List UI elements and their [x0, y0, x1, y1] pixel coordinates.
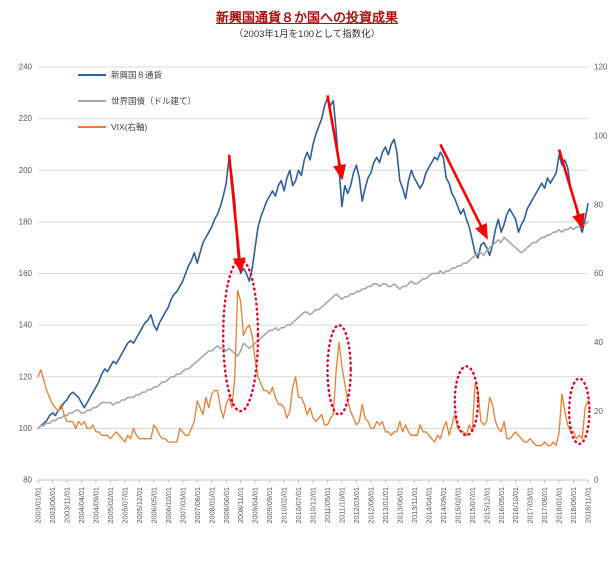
svg-text:2018/01/01: 2018/01/01 [555, 487, 564, 524]
svg-text:2016/05/01: 2016/05/01 [497, 487, 506, 524]
svg-text:200: 200 [19, 166, 33, 175]
svg-text:2012/03/01: 2012/03/01 [352, 487, 361, 524]
svg-text:2017/08/01: 2017/08/01 [540, 487, 549, 524]
decline-arrows [227, 95, 585, 274]
svg-text:2009/04/01: 2009/04/01 [251, 487, 260, 524]
series-em8-line [37, 97, 589, 430]
series-world-bonds-line [37, 221, 589, 430]
svg-text:2004/09/01: 2004/09/01 [92, 487, 101, 524]
x-axis-labels: 2003/01/01 2003/06/01 2003/11/01 2004/04/01… [34, 480, 593, 524]
y-axis-right-labels: 0 20 40 60 80 100 120 [594, 63, 608, 485]
svg-text:2006/10/01: 2006/10/01 [164, 487, 173, 524]
svg-text:2013/01/01: 2013/01/01 [381, 487, 390, 524]
svg-text:0: 0 [594, 476, 599, 485]
svg-text:180: 180 [19, 218, 33, 227]
svg-text:2014/09/01: 2014/09/01 [439, 487, 448, 524]
svg-text:60: 60 [594, 269, 603, 278]
svg-text:2008/11/01: 2008/11/01 [236, 487, 245, 523]
svg-text:2003/11/01: 2003/11/01 [63, 487, 72, 523]
svg-text:140: 140 [19, 321, 33, 330]
svg-text:2003/01/01: 2003/01/01 [34, 487, 43, 524]
svg-text:2007/03/01: 2007/03/01 [178, 487, 187, 524]
chart-title: 新興国通貨８か国への投資成果 [215, 10, 398, 25]
svg-text:2017/03/01: 2017/03/01 [526, 487, 535, 524]
svg-text:2016/10/01: 2016/10/01 [511, 487, 520, 524]
svg-text:2012/08/01: 2012/08/01 [367, 487, 376, 524]
svg-text:2010/07/01: 2010/07/01 [294, 487, 303, 524]
svg-text:2018/06/01: 2018/06/01 [569, 487, 578, 524]
svg-text:2011/10/01: 2011/10/01 [338, 487, 347, 523]
svg-text:2008/01/01: 2008/01/01 [207, 487, 216, 524]
svg-text:2005/12/01: 2005/12/01 [135, 487, 144, 524]
svg-text:2003/06/01: 2003/06/01 [48, 487, 57, 524]
svg-text:2015/02/01: 2015/02/01 [453, 487, 462, 524]
svg-text:120: 120 [19, 372, 33, 381]
svg-text:40: 40 [594, 338, 603, 347]
legend-label-em8: 新興国８通貨 [111, 70, 163, 80]
svg-text:2009/09/01: 2009/09/01 [265, 487, 274, 524]
vix-spike-ellipses [222, 258, 591, 446]
legend-label-world-bonds: 世界国債（ドル建て） [111, 96, 196, 106]
svg-text:2014/04/01: 2014/04/01 [424, 487, 433, 524]
svg-text:2005/02/01: 2005/02/01 [106, 487, 115, 524]
svg-text:2013/11/01: 2013/11/01 [410, 487, 419, 523]
svg-text:2011/05/01: 2011/05/01 [323, 487, 332, 523]
series-vix-line [37, 290, 589, 447]
svg-text:100: 100 [19, 424, 33, 433]
legend-label-vix: VIX(右軸) [111, 122, 148, 132]
svg-text:80: 80 [23, 476, 32, 485]
svg-text:120: 120 [594, 63, 608, 72]
svg-text:20: 20 [594, 407, 603, 416]
svg-text:100: 100 [594, 131, 608, 140]
svg-text:2010/02/01: 2010/02/01 [280, 487, 289, 524]
chart-subtitle: （2003年1月を100として指数化） [233, 29, 381, 40]
svg-text:80: 80 [594, 200, 603, 209]
y-axis-left-labels: 80 100 120 140 160 180 200 220 240 [19, 63, 33, 485]
svg-text:240: 240 [19, 63, 33, 72]
svg-text:2005/07/01: 2005/07/01 [120, 487, 129, 524]
svg-text:220: 220 [19, 114, 33, 123]
svg-text:2015/07/01: 2015/07/01 [468, 487, 477, 524]
svg-text:2006/05/01: 2006/05/01 [149, 487, 158, 524]
svg-text:2018/11/01: 2018/11/01 [584, 487, 593, 523]
svg-text:2015/12/01: 2015/12/01 [482, 487, 491, 524]
svg-text:2004/04/01: 2004/04/01 [77, 487, 86, 524]
svg-text:2007/08/01: 2007/08/01 [193, 487, 202, 524]
svg-text:160: 160 [19, 269, 33, 278]
svg-text:2013/06/01: 2013/06/01 [395, 487, 404, 524]
svg-text:2008/06/01: 2008/06/01 [222, 487, 231, 524]
svg-text:2010/12/01: 2010/12/01 [309, 487, 318, 524]
